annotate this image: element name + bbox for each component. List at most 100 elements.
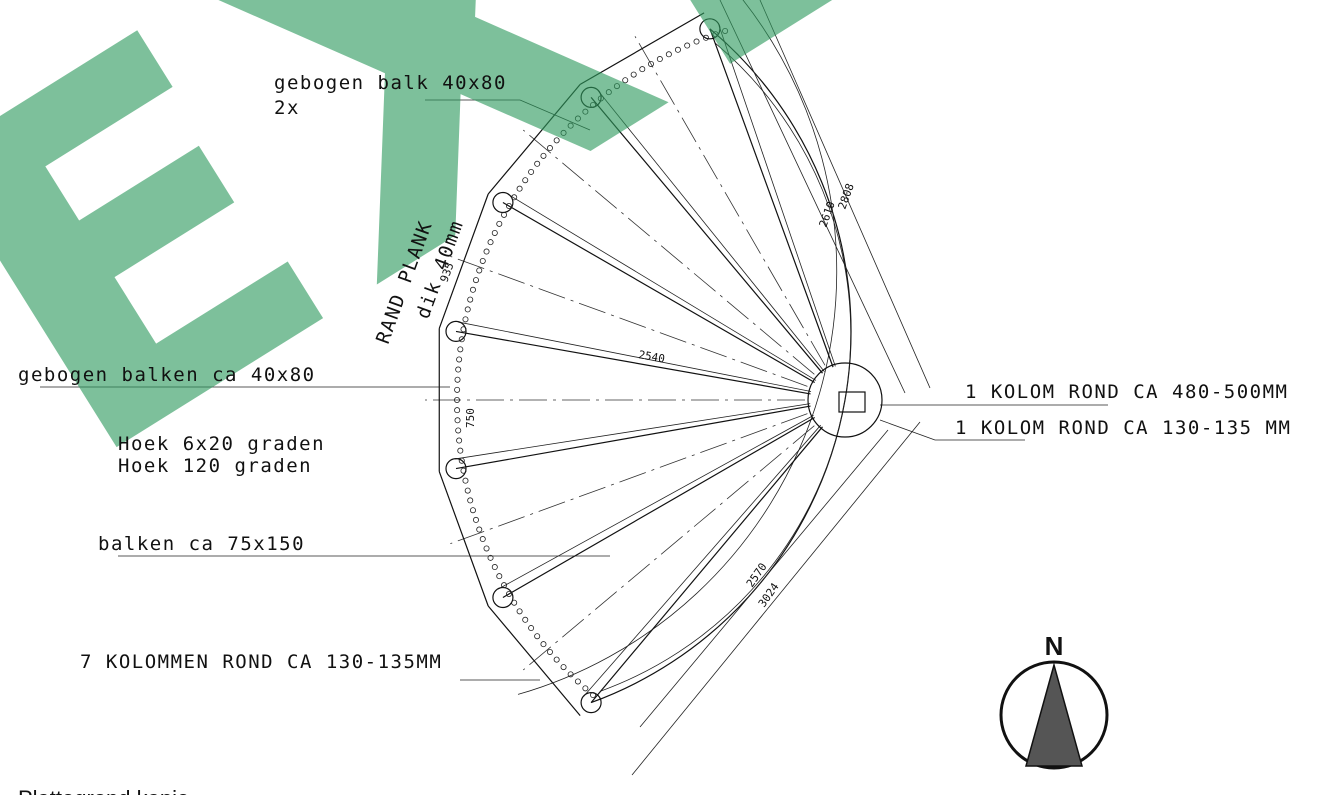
- center-line: [523, 129, 815, 375]
- rail-dot: [528, 625, 535, 632]
- rail-dot: [674, 46, 681, 53]
- center-line: [450, 413, 808, 545]
- rail-dot: [574, 678, 581, 685]
- rail-dot: [462, 316, 469, 323]
- label: 2x: [274, 97, 300, 119]
- main-column: [807, 362, 883, 438]
- rail-dot: [472, 277, 479, 284]
- rail-dot: [630, 71, 637, 78]
- dimension-line: [639, 429, 889, 728]
- rail-dot: [483, 545, 490, 552]
- beam: [709, 28, 834, 368]
- column: [445, 457, 467, 480]
- rail-dot: [540, 641, 547, 648]
- beam: [718, 25, 836, 367]
- beam: [455, 330, 811, 395]
- dimension-line: [719, 0, 906, 394]
- rail-dot: [479, 257, 486, 264]
- rail-dot: [534, 160, 541, 167]
- rail-dot: [684, 42, 691, 49]
- rail-dot: [567, 122, 574, 129]
- edge-plank: [579, 12, 705, 85]
- dimension: 2808: [836, 182, 857, 211]
- edge-arc: [600, 42, 852, 692]
- rail-dot: [567, 671, 574, 678]
- rail-dot: [505, 202, 512, 209]
- rail-dot: [476, 526, 483, 533]
- rail-dot: [712, 31, 719, 38]
- rail-dot: [469, 507, 476, 514]
- rail-dot: [560, 129, 567, 136]
- rail-dot: [582, 685, 589, 692]
- rail-dot: [458, 336, 465, 343]
- rail-dot: [457, 447, 464, 454]
- rail-dot: [496, 220, 503, 227]
- leader-line: [519, 99, 591, 131]
- rail-dot: [665, 51, 672, 58]
- rail-dot: [464, 306, 471, 313]
- dimension-line: [631, 421, 921, 776]
- beam: [455, 405, 811, 470]
- edge-plank: [438, 193, 489, 329]
- beam: [454, 403, 811, 460]
- rail-dot: [491, 229, 498, 236]
- compass: N: [999, 631, 1109, 770]
- watermark-text: EXL: [0, 0, 1023, 564]
- edge-plank: [487, 605, 581, 716]
- beam: [598, 91, 825, 372]
- label: Hoek 120 graden: [118, 455, 312, 477]
- column: [445, 320, 467, 343]
- rail-dot: [516, 185, 523, 192]
- rail-dot: [460, 467, 467, 474]
- rail-dot: [454, 386, 461, 393]
- rail-dot: [582, 108, 589, 115]
- rail-dot: [454, 417, 461, 424]
- rail-dot: [546, 648, 553, 655]
- label: gebogen balk 40x80: [274, 72, 507, 94]
- rail-dot: [476, 267, 483, 274]
- center-line: [634, 36, 826, 366]
- column: [580, 691, 602, 714]
- rail-dot: [511, 599, 518, 606]
- column: [580, 86, 602, 109]
- rail-dot: [648, 60, 655, 67]
- rail-dot: [487, 239, 494, 246]
- rail-dot: [702, 34, 709, 41]
- rail-dot: [516, 608, 523, 615]
- rail-dot: [457, 346, 464, 353]
- rail-dot: [496, 573, 503, 580]
- rail-dot: [472, 516, 479, 523]
- rail-dot: [597, 95, 604, 102]
- label: 7 KOLOMMEN ROND CA 130-135MM: [80, 651, 442, 673]
- rail-dot: [590, 692, 597, 699]
- edge-plank: [438, 471, 489, 607]
- label: balken ca 75x150: [98, 533, 305, 555]
- rail-dot: [456, 356, 463, 363]
- beam: [457, 321, 812, 392]
- rail-dot: [605, 89, 612, 96]
- beam: [590, 97, 823, 374]
- column: [699, 18, 721, 40]
- rail-dot: [462, 477, 469, 484]
- beam: [583, 424, 821, 697]
- rail-dot: [467, 296, 474, 303]
- rail-dot: [501, 582, 508, 589]
- rail-dot: [469, 286, 476, 293]
- rail-dot: [505, 591, 512, 598]
- rail-dot: [454, 376, 461, 383]
- rail-dot: [501, 211, 508, 218]
- compass-label: N: [1045, 631, 1064, 661]
- leader-line: [879, 419, 936, 441]
- rail-dot: [540, 152, 547, 159]
- dimension: 2540: [637, 348, 665, 365]
- rail-dot: [455, 366, 462, 373]
- rail-dot: [553, 137, 560, 144]
- label: 1 KOLOM ROND CA 480-500MM: [965, 381, 1288, 403]
- compass-needle: [1025, 662, 1083, 767]
- beam: [590, 426, 823, 703]
- rail-dot: [455, 427, 462, 434]
- dimension: 750: [464, 408, 477, 428]
- dimension: 935: [438, 261, 457, 284]
- center-line: [450, 255, 808, 387]
- rail-dot: [590, 101, 597, 108]
